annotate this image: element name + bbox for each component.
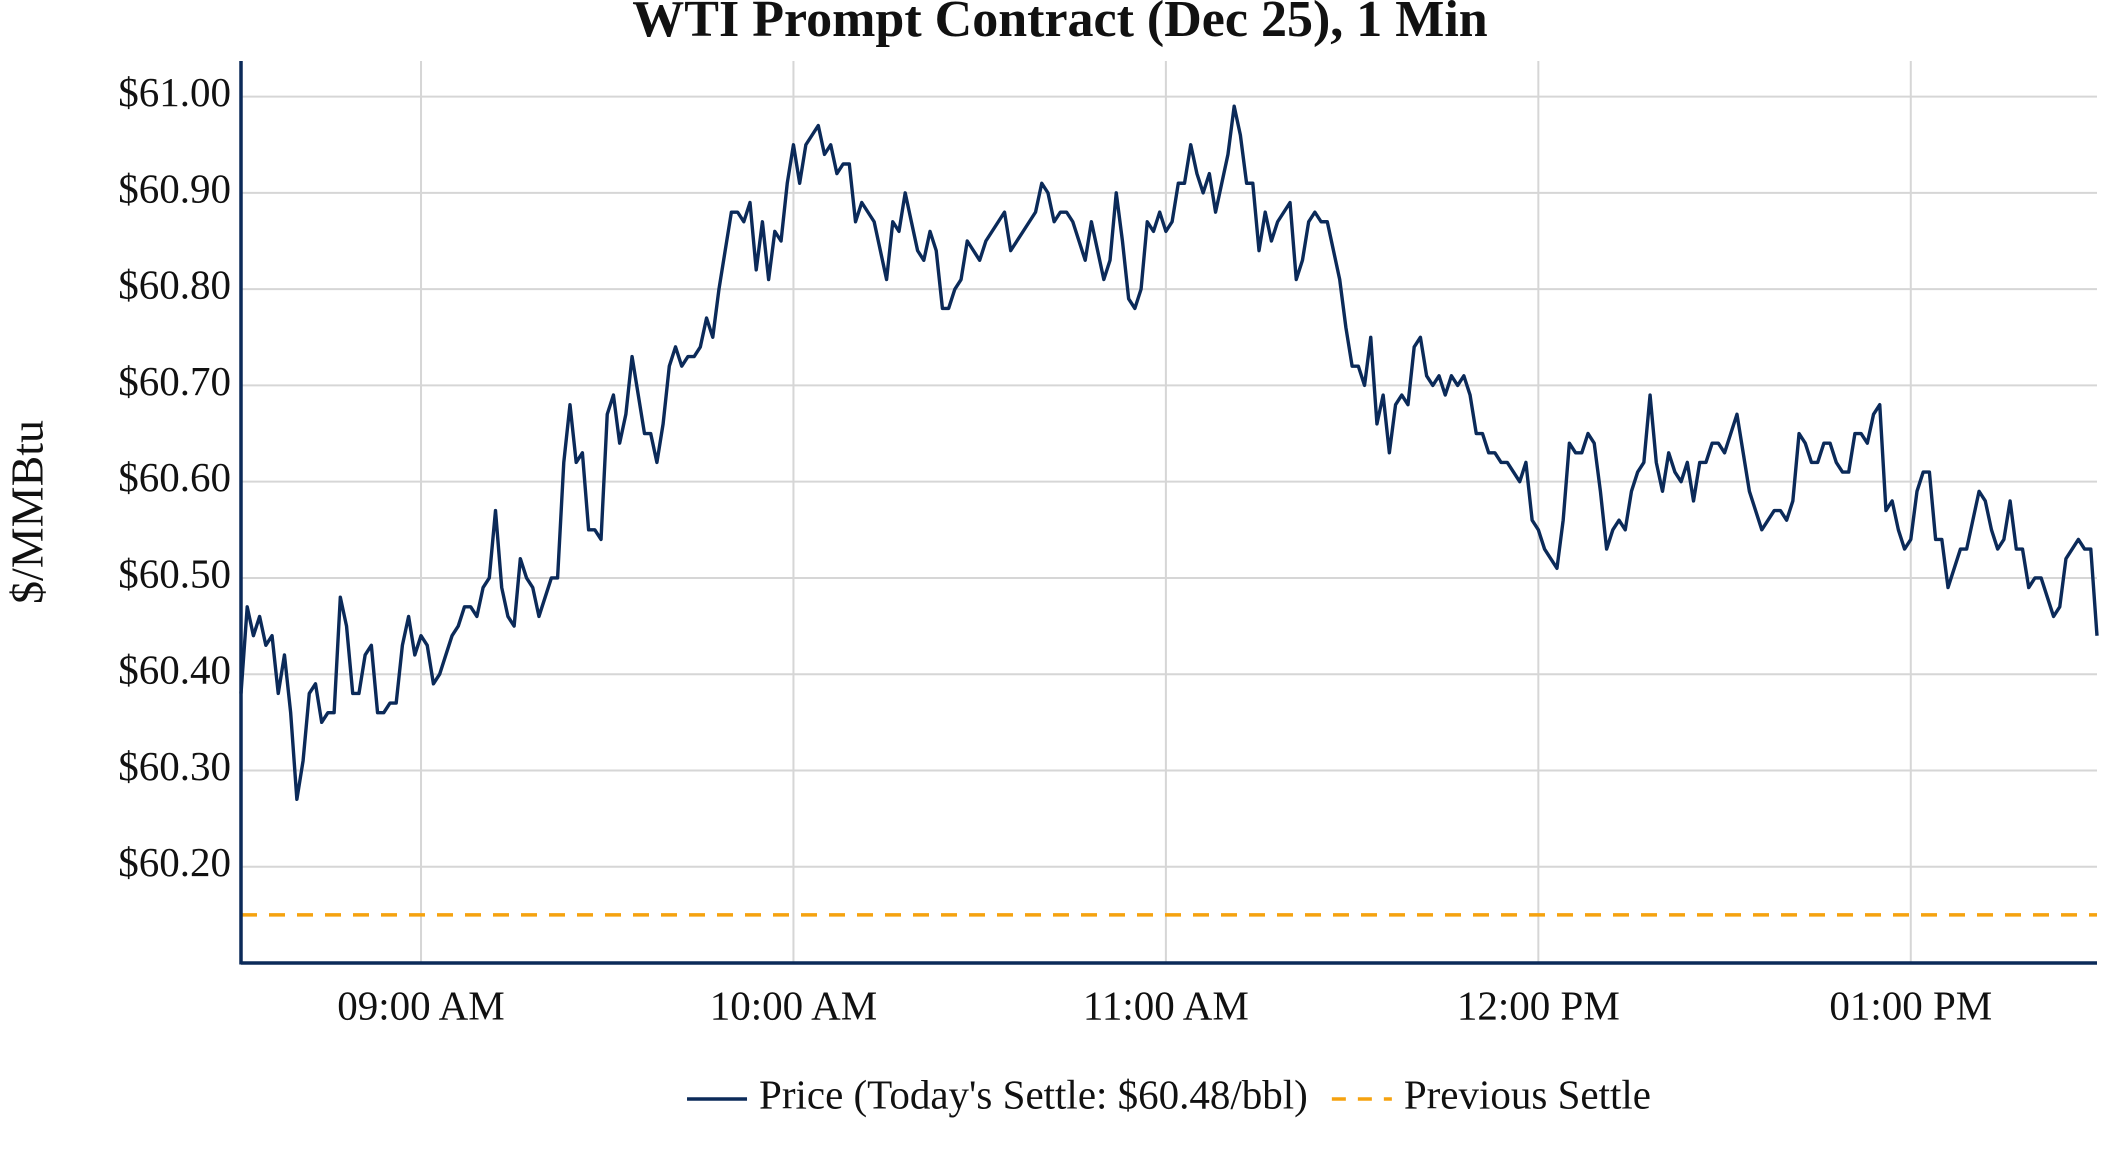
y-tick-label: $60.30 <box>118 743 231 789</box>
legend-label: Previous Settle <box>1404 1071 1651 1117</box>
price-line <box>239 104 2099 802</box>
y-tick-label: $60.20 <box>118 839 231 885</box>
y-tick-label: $60.80 <box>118 262 231 308</box>
y-axis-label: $/MMBtu <box>2 420 53 604</box>
y-tick-label: $60.70 <box>118 358 231 404</box>
y-tick-label: $60.50 <box>118 550 231 596</box>
y-tick-label: $60.40 <box>118 647 231 693</box>
y-tick-label: $61.00 <box>118 69 231 115</box>
x-tick-label: 10:00 AM <box>710 982 877 1028</box>
x-tick-label: 11:00 AM <box>1083 982 1249 1028</box>
x-tick-label: 12:00 PM <box>1457 982 1620 1028</box>
x-tick-label: 01:00 PM <box>1829 982 1992 1028</box>
legend: Price (Today's Settle: $60.48/bbl) Previo… <box>687 1071 1651 1117</box>
x-tick-label: 09:00 AM <box>337 982 504 1028</box>
legend-label: Price (Today's Settle: $60.48/bbl) <box>759 1071 1308 1117</box>
y-tick-label: $60.60 <box>118 454 231 500</box>
y-tick-label: $60.90 <box>118 165 231 211</box>
chart-title: WTI Prompt Contract (Dec 25), 1 Min <box>632 0 1488 48</box>
